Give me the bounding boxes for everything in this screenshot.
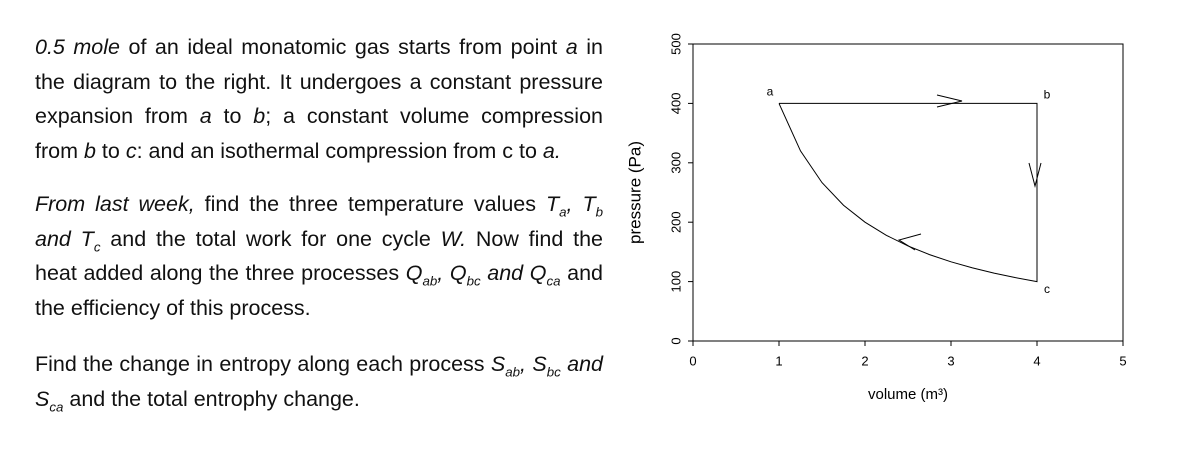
x-tick-label: 2: [861, 353, 868, 368]
text-run: ,: [566, 192, 583, 216]
text-run: and the total work for one cycle: [100, 226, 441, 251]
text-run: in the diagram to the right. It undergoe…: [35, 35, 604, 128]
text-run: bc: [546, 364, 561, 380]
text-run: a: [565, 35, 578, 59]
text-run: ,: [437, 261, 450, 285]
text-run: W.: [440, 226, 467, 251]
text-run: of an ideal monatomic gas starts from po…: [120, 35, 566, 59]
text-run: 0.5 mole: [35, 35, 120, 59]
y-tick-label: 0: [668, 337, 683, 344]
paragraph: From last week, find the three temperatu…: [35, 187, 603, 325]
text-run: ,: [520, 352, 533, 376]
text-run: : and an isothermal compression from: [136, 138, 503, 163]
arrowhead: [936, 94, 963, 108]
text-run: to: [211, 104, 254, 128]
x-tick-label: 4: [1033, 353, 1040, 368]
text-run: bc: [466, 273, 481, 289]
point-label: b: [1044, 88, 1051, 102]
y-tick-label: 200: [668, 211, 683, 233]
y-tick-label: 100: [668, 271, 683, 293]
cycle-path: [778, 102, 1038, 283]
text-run: a: [199, 104, 212, 128]
text-run: and T: [35, 226, 94, 251]
point-label: a: [767, 85, 774, 99]
text-run: ca: [546, 273, 561, 289]
y-tick-label: 500: [668, 33, 683, 55]
paragraph: Find the change in entropy along each pr…: [35, 347, 603, 416]
point-label: c: [1044, 282, 1050, 296]
plot-frame: [692, 43, 1124, 342]
text-run: T: [545, 192, 560, 216]
x-tick-label: 1: [775, 353, 782, 368]
text-run: T: [582, 192, 596, 216]
text-run: Q: [449, 261, 467, 285]
problem-text: 0.5 mole of an ideal monatomic gas start…: [35, 30, 603, 435]
text-run: find the three temperature values: [194, 192, 546, 216]
text-run: a: [559, 204, 567, 220]
text-run: a.: [542, 138, 561, 163]
text-run: b: [83, 138, 96, 163]
x-axis-label: volume (m³): [868, 386, 948, 403]
text-run: Q: [405, 261, 423, 285]
text-run: ca: [49, 398, 64, 414]
y-tick-label: 400: [668, 93, 683, 115]
arrowhead: [897, 233, 922, 251]
text-run: to: [513, 138, 543, 163]
text-run: c: [93, 238, 101, 254]
text-run: Find the change in entropy along each pr…: [35, 352, 491, 376]
x-tick-label: 0: [689, 353, 696, 368]
y-tick-label: 300: [668, 152, 683, 174]
text-run: S: [490, 352, 506, 376]
text-run: S: [532, 352, 547, 376]
text-run: c: [502, 138, 514, 163]
text-run: b: [595, 204, 603, 220]
y-axis-label: pressure (Pa): [625, 141, 644, 244]
x-tick-label: 5: [1119, 353, 1126, 368]
text-run: ab: [422, 273, 438, 289]
text-run: b: [253, 104, 266, 128]
text-run: and the efficiency of this process.: [35, 261, 603, 320]
x-tick-label: 3: [947, 353, 954, 368]
text-run: From last week,: [35, 192, 195, 216]
text-run: c: [125, 138, 137, 163]
text-run: and Q: [480, 261, 547, 285]
text-run: and the total entrophy change.: [63, 386, 360, 411]
arrowhead: [1028, 162, 1042, 188]
text-run: Now find the heat added along the three …: [35, 226, 604, 286]
text-run: to: [95, 138, 126, 163]
paragraph: 0.5 mole of an ideal monatomic gas start…: [35, 30, 603, 168]
text-run: ; a constant volume compression from: [35, 104, 603, 163]
text-run: and S: [35, 352, 603, 411]
text-run: ab: [505, 364, 521, 380]
